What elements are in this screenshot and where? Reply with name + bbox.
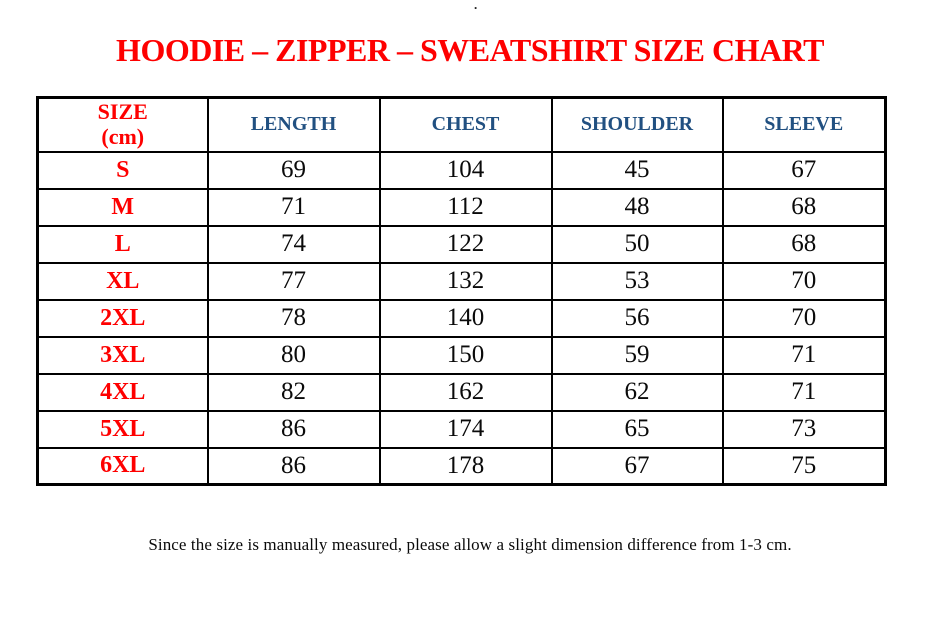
value-cell: 80 (206, 335, 381, 375)
size-cell: XL (36, 261, 209, 301)
table-row: XL 77 132 53 70 (36, 261, 887, 301)
value-cell: 69 (206, 150, 381, 190)
value-cell: 73 (721, 409, 887, 449)
value-cell: 77 (206, 261, 381, 301)
value-cell: 59 (550, 335, 724, 375)
value-cell: 86 (206, 409, 381, 449)
value-cell: 162 (378, 372, 553, 412)
value-cell: 62 (550, 372, 724, 412)
header-row: SIZE (cm) LENGTH CHEST SHOULDER SLEEVE (36, 96, 887, 153)
size-table-body: S 69 104 45 67 M 71 112 48 68 L 74 122 5… (36, 150, 887, 486)
col-header-shoulder: SHOULDER (550, 96, 724, 153)
value-cell: 71 (721, 372, 887, 412)
size-cell: 5XL (36, 409, 209, 449)
value-cell: 48 (550, 187, 724, 227)
size-cell: 3XL (36, 335, 209, 375)
table-row: L 74 122 50 68 (36, 224, 887, 264)
value-cell: 67 (721, 150, 887, 190)
col-header-sleeve: SLEEVE (721, 96, 887, 153)
value-cell: 74 (206, 224, 381, 264)
value-cell: 178 (378, 446, 553, 486)
value-cell: 53 (550, 261, 724, 301)
table-row: 2XL 78 140 56 70 (36, 298, 887, 338)
value-cell: 78 (206, 298, 381, 338)
table-row: 4XL 82 162 62 71 (36, 372, 887, 412)
value-cell: 71 (206, 187, 381, 227)
size-cell: 4XL (36, 372, 209, 412)
value-cell: 150 (378, 335, 553, 375)
stray-dot: . (474, 0, 478, 12)
page-title: HOODIE – ZIPPER – SWEATSHIRT SIZE CHART (116, 32, 824, 68)
table-row: M 71 112 48 68 (36, 187, 887, 227)
value-cell: 112 (378, 187, 553, 227)
value-cell: 104 (378, 150, 553, 190)
col-header-length: LENGTH (206, 96, 381, 153)
value-cell: 67 (550, 446, 724, 486)
value-cell: 50 (550, 224, 724, 264)
value-cell: 174 (378, 409, 553, 449)
table-row: 6XL 86 178 67 75 (36, 446, 887, 486)
size-cell: 6XL (36, 446, 209, 486)
value-cell: 68 (721, 187, 887, 227)
value-cell: 70 (721, 261, 887, 301)
value-cell: 122 (378, 224, 553, 264)
value-cell: 140 (378, 298, 553, 338)
size-cell: S (36, 150, 209, 190)
size-header-line2: (cm) (101, 123, 145, 149)
col-header-size: SIZE (cm) (36, 96, 209, 153)
size-header-line1: SIZE (97, 99, 148, 125)
value-cell: 86 (206, 446, 381, 486)
footer-note: Since the size is manually measured, ple… (148, 535, 792, 554)
size-cell: 2XL (36, 298, 209, 338)
value-cell: 70 (721, 298, 887, 338)
size-cell: L (36, 224, 209, 264)
table-row: 5XL 86 174 65 73 (36, 409, 887, 449)
table-row: S 69 104 45 67 (36, 150, 887, 190)
value-cell: 132 (378, 261, 553, 301)
table-row: 3XL 80 150 59 71 (36, 335, 887, 375)
value-cell: 56 (550, 298, 724, 338)
value-cell: 82 (206, 372, 381, 412)
size-chart-table: SIZE (cm) LENGTH CHEST SHOULDER SLEEVE S… (36, 96, 887, 486)
value-cell: 71 (721, 335, 887, 375)
value-cell: 68 (721, 224, 887, 264)
col-header-chest: CHEST (378, 96, 553, 153)
value-cell: 75 (721, 446, 887, 486)
value-cell: 65 (550, 409, 724, 449)
value-cell: 45 (550, 150, 724, 190)
size-cell: M (36, 187, 209, 227)
